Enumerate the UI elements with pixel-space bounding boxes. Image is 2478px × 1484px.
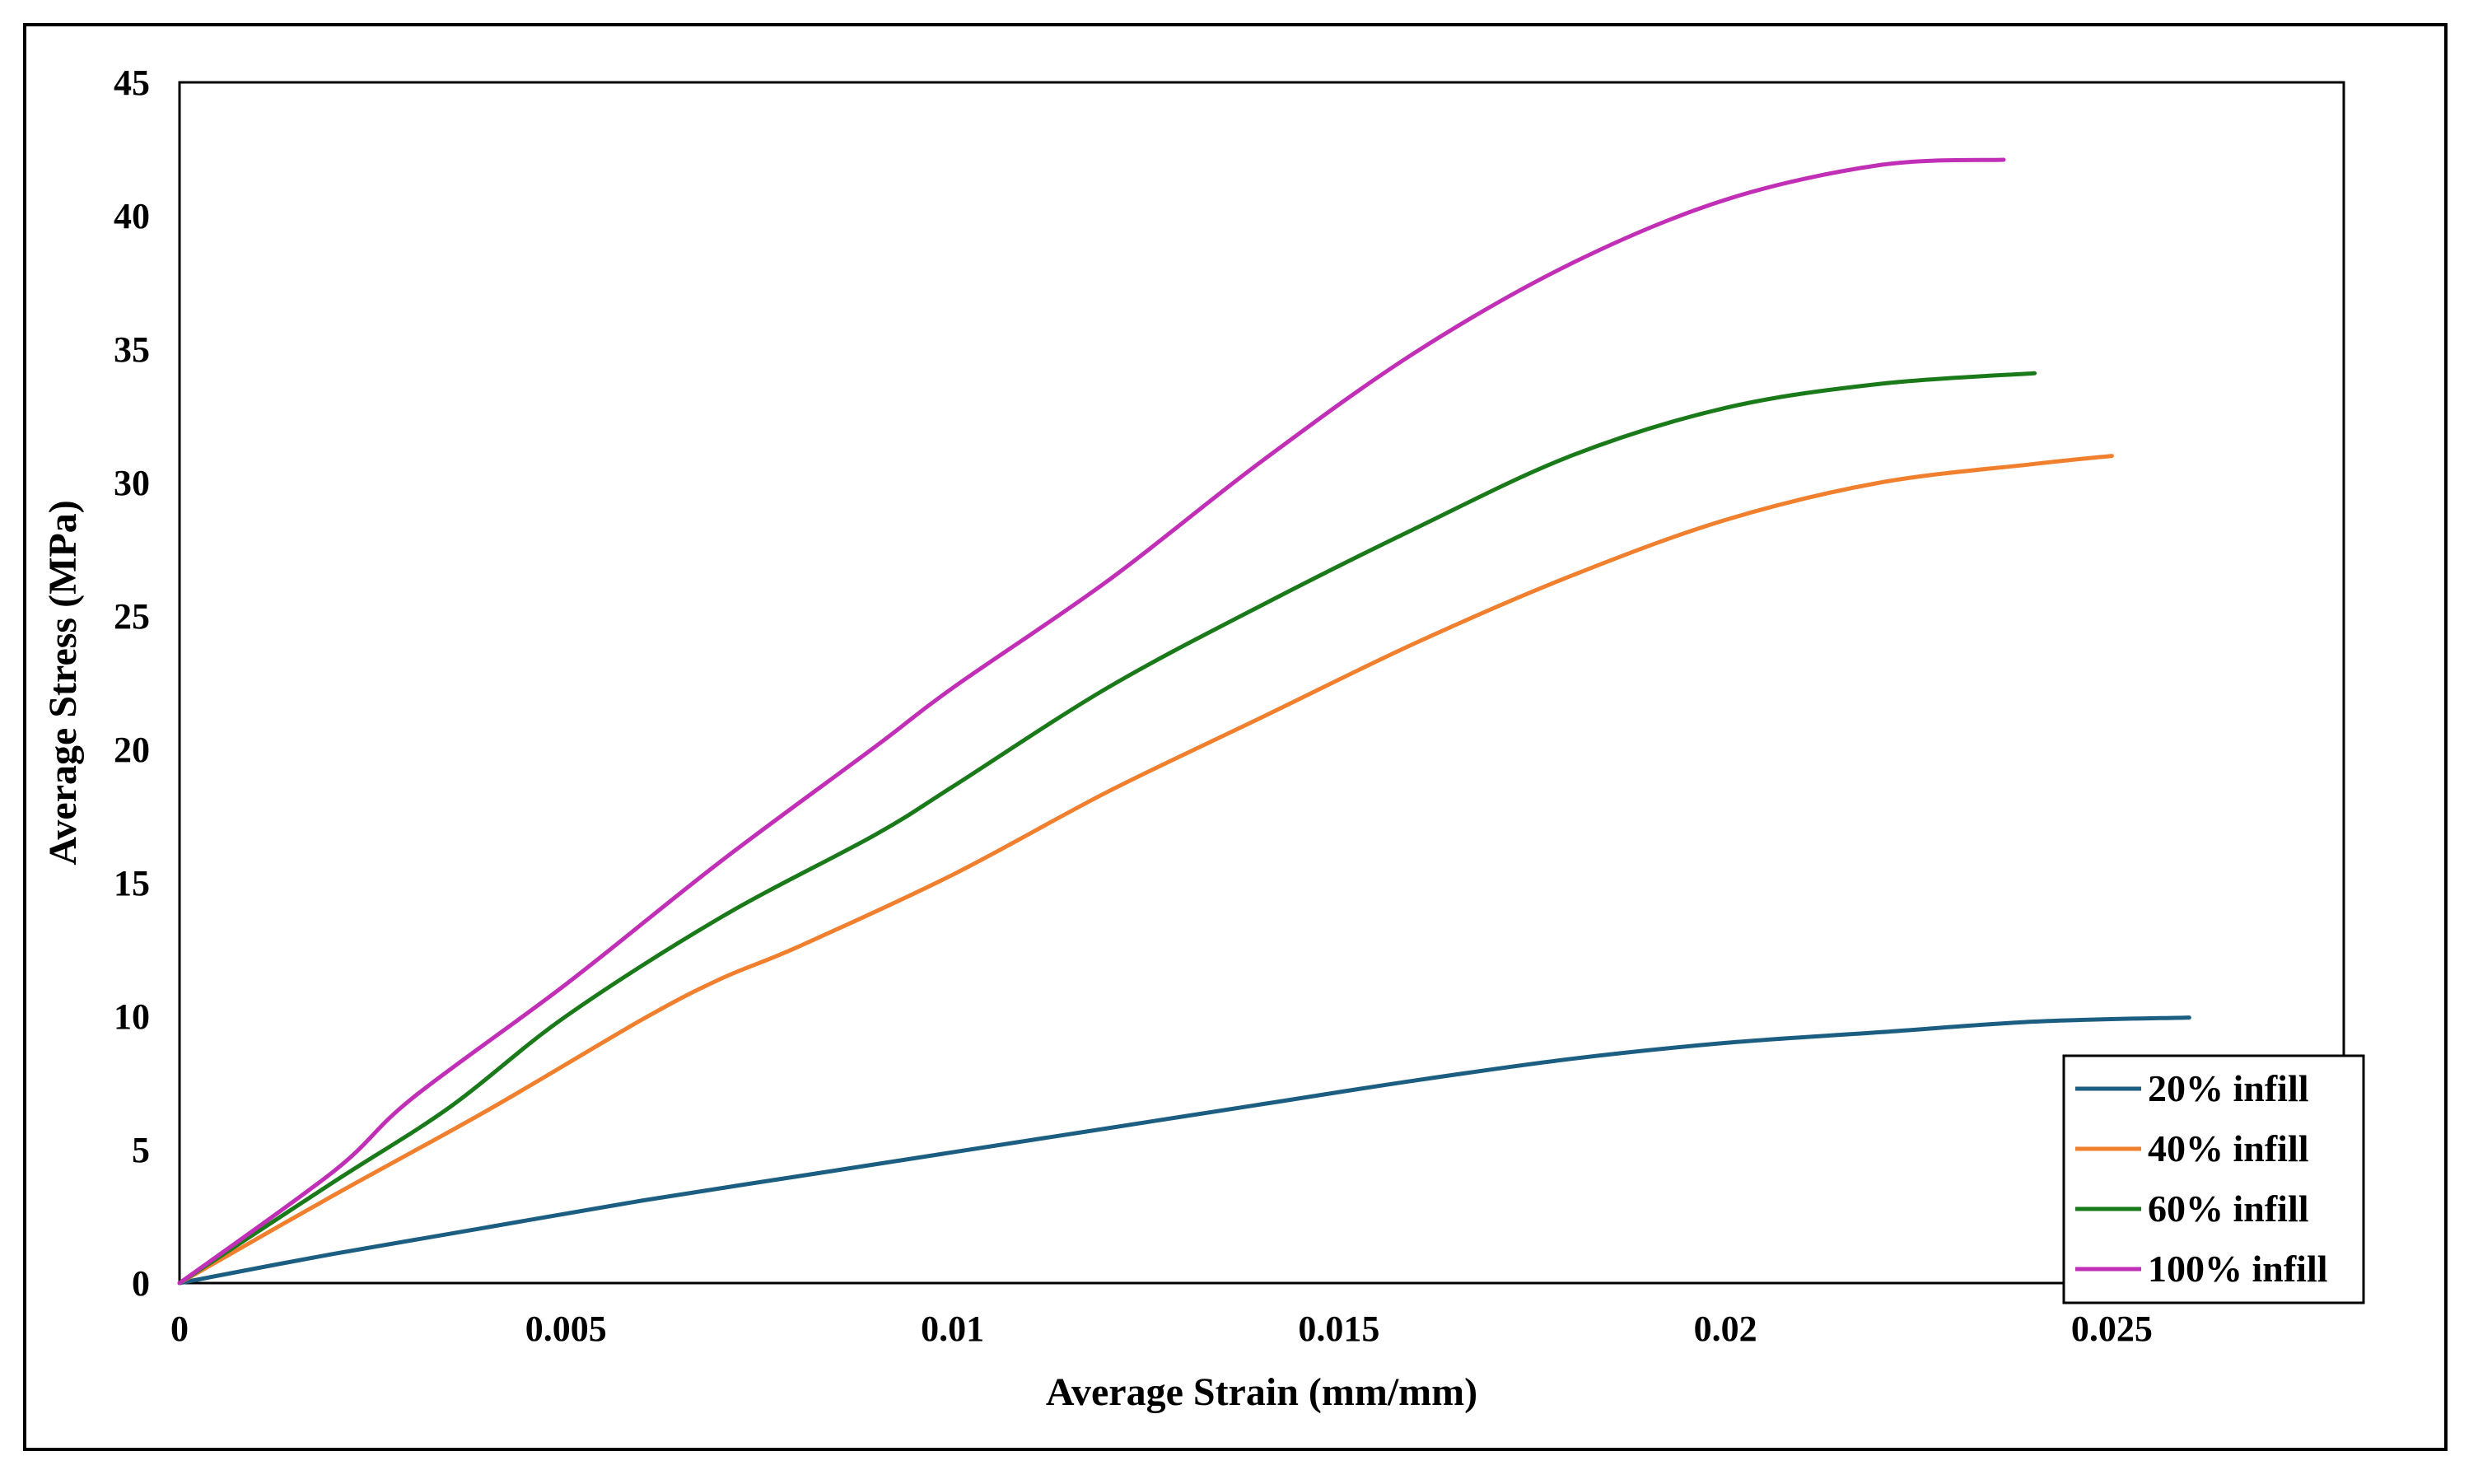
y-tick-labels: 0 5 10 15 20 25 30 35 40 45: [114, 63, 150, 1304]
y-tick-label: 15: [114, 863, 150, 903]
legend-label: 20% infill: [2148, 1067, 2309, 1109]
x-tick-label: 0.025: [2071, 1309, 2153, 1349]
y-tick-label: 5: [132, 1130, 150, 1170]
legend: 20% infill 40% infill 60% infill 100% infil…: [2062, 1054, 2365, 1304]
y-tick-label: 35: [114, 329, 150, 370]
x-tick-label: 0.005: [525, 1309, 607, 1349]
y-tick-label: 0: [132, 1263, 150, 1304]
legend-box: [2062, 1054, 2365, 1304]
series-line-100-infill: [177, 157, 2006, 1286]
y-axis-title: Average Stress (MPa): [41, 500, 85, 865]
y-tick-label: 20: [114, 730, 150, 770]
y-tick-label: 25: [114, 596, 150, 637]
chart-frame: 0 5 10 15 20 25 30 35 40 45 0 0.005 0.01 0.015 0.02 0.…: [23, 23, 2448, 1451]
plot-area: [178, 81, 2345, 1285]
y-tick-label: 30: [114, 463, 150, 503]
series-line-20-infill: [177, 1015, 2191, 1286]
stress-strain-chart: 0 5 10 15 20 25 30 35 40 45 0 0.005 0.01 0.015 0.02 0.…: [41, 63, 2365, 1414]
y-tick-label: 40: [114, 196, 150, 236]
x-tick-label: 0.01: [921, 1309, 984, 1349]
series-line-40-infill: [177, 454, 2114, 1286]
y-tick-label: 45: [114, 63, 150, 103]
x-tick-label: 0: [170, 1309, 189, 1349]
y-tick-label: 10: [114, 996, 150, 1037]
series-line-60-infill: [177, 371, 2037, 1286]
x-axis-title: Average Strain (mm/mm): [1046, 1370, 1477, 1414]
x-tick-label: 0.02: [1694, 1309, 1757, 1349]
x-tick-labels: 0 0.005 0.01 0.015 0.02 0.025: [170, 1309, 2153, 1349]
legend-label: 60% infill: [2148, 1188, 2309, 1230]
legend-label: 100% infill: [2148, 1248, 2328, 1290]
x-tick-label: 0.015: [1298, 1309, 1379, 1349]
series-lines: [177, 157, 2191, 1286]
legend-label: 40% infill: [2148, 1127, 2309, 1169]
